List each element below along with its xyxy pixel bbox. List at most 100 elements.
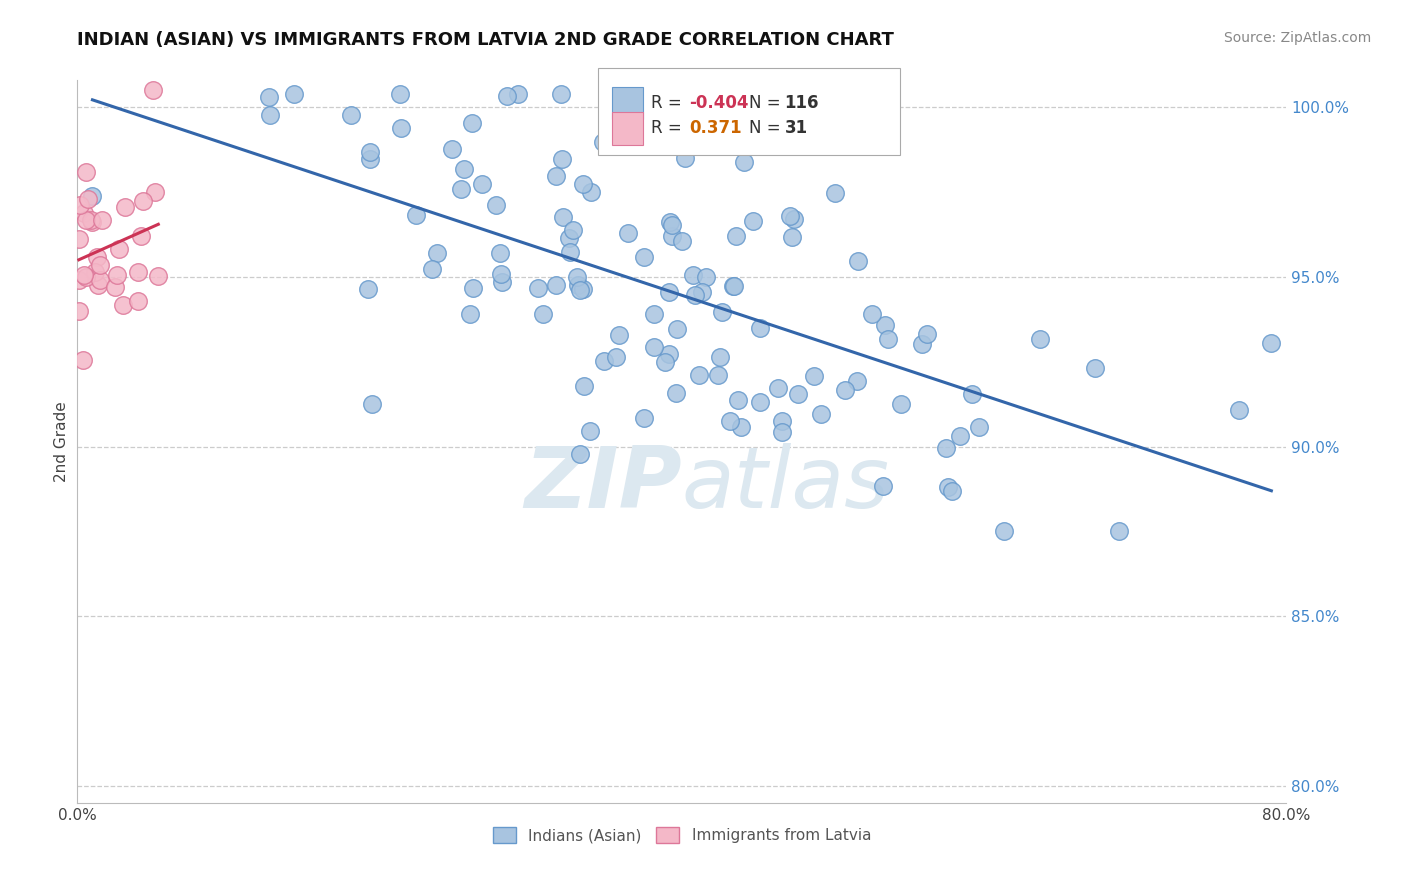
Point <box>1029 332 1052 346</box>
Point <box>633 411 655 425</box>
Point <box>565 270 588 285</box>
Point <box>114 201 136 215</box>
Point <box>695 269 717 284</box>
Point <box>721 279 744 293</box>
Point <box>810 407 832 421</box>
Point <box>108 242 131 256</box>
Point <box>783 212 806 227</box>
Point <box>949 429 972 443</box>
Text: R =: R = <box>651 120 688 137</box>
Point <box>84 265 107 279</box>
Point <box>558 244 581 259</box>
Point <box>607 328 630 343</box>
Point <box>671 234 693 248</box>
Point <box>741 214 763 228</box>
Point <box>727 392 749 407</box>
Point <box>593 354 616 368</box>
Point <box>259 108 281 122</box>
Point <box>388 87 411 101</box>
Point <box>131 194 153 208</box>
Point <box>723 279 745 293</box>
Point <box>935 441 957 455</box>
Point <box>148 268 170 283</box>
Point <box>73 268 96 282</box>
Point <box>733 154 755 169</box>
Point <box>551 210 574 224</box>
Text: N =: N = <box>749 94 786 112</box>
Point <box>846 253 869 268</box>
Point <box>89 273 111 287</box>
Point <box>967 420 990 434</box>
Text: N =: N = <box>749 120 786 137</box>
Y-axis label: 2nd Grade: 2nd Grade <box>53 401 69 482</box>
Point <box>709 350 731 364</box>
Point <box>779 210 801 224</box>
Point <box>69 198 91 212</box>
Point <box>488 246 510 260</box>
Point <box>605 350 627 364</box>
Point <box>748 395 770 409</box>
Point <box>749 320 772 334</box>
Point <box>557 230 579 244</box>
Point <box>936 480 959 494</box>
Point <box>633 250 655 264</box>
Point <box>450 182 472 196</box>
Text: ZIP: ZIP <box>524 443 682 526</box>
Point <box>688 368 710 383</box>
Point <box>846 374 869 388</box>
Text: INDIAN (ASIAN) VS IMMIGRANTS FROM LATVIA 2ND GRADE CORRELATION CHART: INDIAN (ASIAN) VS IMMIGRANTS FROM LATVIA… <box>77 31 894 49</box>
Text: 0.371: 0.371 <box>689 120 741 137</box>
Text: R =: R = <box>651 94 688 112</box>
Point <box>711 304 734 318</box>
Point <box>561 223 583 237</box>
Point <box>776 136 799 151</box>
Point <box>340 108 363 122</box>
Legend: Indians (Asian), Immigrants from Latvia: Indians (Asian), Immigrants from Latvia <box>486 822 877 849</box>
Point <box>658 346 681 360</box>
Point <box>911 336 934 351</box>
Point <box>707 368 730 383</box>
Point <box>873 318 896 332</box>
Point <box>941 483 963 498</box>
Point <box>578 425 600 439</box>
Point <box>572 282 595 296</box>
Point <box>420 262 443 277</box>
Point <box>82 189 104 203</box>
Point <box>389 120 412 135</box>
Point <box>405 208 427 222</box>
Point <box>718 414 741 428</box>
Point <box>142 83 165 97</box>
Point <box>643 341 665 355</box>
Point <box>461 115 484 129</box>
Point <box>673 151 696 165</box>
Point <box>357 282 380 296</box>
Point <box>824 186 846 200</box>
Point <box>127 265 149 279</box>
Point <box>661 228 683 243</box>
Point <box>569 283 592 297</box>
Point <box>76 192 98 206</box>
Point <box>665 322 688 336</box>
Point <box>592 135 614 149</box>
Point <box>283 87 305 101</box>
Point <box>993 524 1015 539</box>
Point <box>72 352 94 367</box>
Point <box>91 212 114 227</box>
Point <box>75 212 97 227</box>
Point <box>665 385 688 400</box>
Text: Source: ZipAtlas.com: Source: ZipAtlas.com <box>1223 31 1371 45</box>
Point <box>471 177 494 191</box>
Point <box>569 447 592 461</box>
Point <box>67 304 90 318</box>
Point <box>73 205 96 219</box>
Point <box>643 307 665 321</box>
Point <box>683 288 706 302</box>
Point <box>491 275 513 289</box>
Point <box>690 285 713 299</box>
Point <box>567 278 589 293</box>
Point <box>453 161 475 176</box>
Point <box>786 387 808 401</box>
Point <box>75 165 97 179</box>
Point <box>86 250 108 264</box>
Point <box>103 280 125 294</box>
